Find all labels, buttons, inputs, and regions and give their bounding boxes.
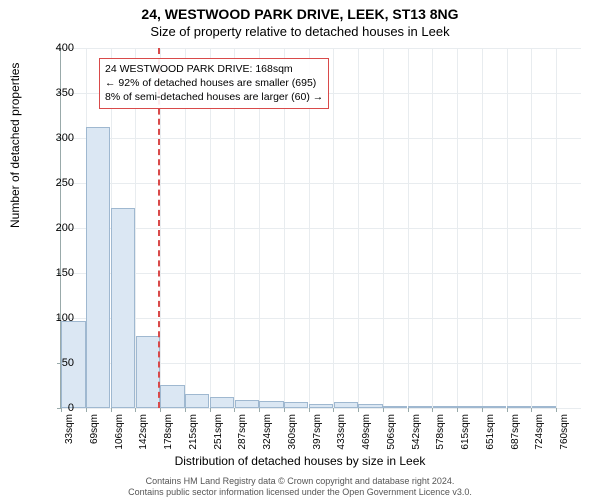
gridline-v	[507, 48, 508, 408]
xtick-label: 215sqm	[188, 414, 199, 454]
histogram-bar	[482, 406, 506, 408]
annotation-line: 8% of semi-detached houses are larger (6…	[105, 90, 323, 104]
histogram-bar	[532, 406, 556, 408]
gridline-v	[333, 48, 334, 408]
xtick-label: 33sqm	[64, 414, 75, 454]
xtick-mark	[309, 408, 310, 412]
gridline-h	[61, 138, 581, 139]
histogram-bar	[309, 404, 333, 408]
xtick-mark	[234, 408, 235, 412]
xtick-label: 287sqm	[237, 414, 248, 454]
histogram-bar	[433, 406, 457, 408]
xtick-label: 724sqm	[534, 414, 545, 454]
xtick-label: 542sqm	[411, 414, 422, 454]
histogram-bar	[383, 406, 407, 408]
histogram-bar	[507, 406, 531, 408]
ytick-label: 200	[34, 222, 74, 234]
xtick-label: 178sqm	[163, 414, 174, 454]
xtick-label: 506sqm	[386, 414, 397, 454]
footer-attribution: Contains HM Land Registry data © Crown c…	[0, 476, 600, 498]
chart-title: 24, WESTWOOD PARK DRIVE, LEEK, ST13 8NG	[0, 0, 600, 22]
footer-line: Contains public sector information licen…	[0, 487, 600, 498]
xtick-mark	[531, 408, 532, 412]
chart-subtitle: Size of property relative to detached ho…	[0, 22, 600, 43]
xtick-label: 651sqm	[485, 414, 496, 454]
xtick-mark	[482, 408, 483, 412]
histogram-bar	[334, 402, 358, 408]
gridline-h	[61, 228, 581, 229]
gridline-v	[432, 48, 433, 408]
plot-area: 24 WESTWOOD PARK DRIVE: 168sqm← 92% of d…	[60, 48, 581, 409]
histogram-bar	[284, 402, 308, 408]
annotation-box: 24 WESTWOOD PARK DRIVE: 168sqm← 92% of d…	[99, 58, 329, 109]
ytick-label: 400	[34, 42, 74, 54]
xtick-label: 142sqm	[138, 414, 149, 454]
ytick-label: 100	[34, 312, 74, 324]
xtick-mark	[284, 408, 285, 412]
annotation-line: ← 92% of detached houses are smaller (69…	[105, 76, 323, 90]
ytick-label: 150	[34, 267, 74, 279]
xtick-mark	[358, 408, 359, 412]
gridline-h	[61, 273, 581, 274]
xtick-label: 324sqm	[262, 414, 273, 454]
gridline-h	[61, 183, 581, 184]
xtick-mark	[86, 408, 87, 412]
xtick-label: 578sqm	[435, 414, 446, 454]
xtick-label: 360sqm	[287, 414, 298, 454]
xtick-mark	[383, 408, 384, 412]
xtick-label: 760sqm	[559, 414, 570, 454]
xtick-mark	[457, 408, 458, 412]
xtick-mark	[210, 408, 211, 412]
xtick-label: 469sqm	[361, 414, 372, 454]
xtick-mark	[135, 408, 136, 412]
gridline-v	[457, 48, 458, 408]
xtick-mark	[333, 408, 334, 412]
gridline-h	[61, 48, 581, 49]
histogram-bar	[210, 397, 234, 408]
xtick-mark	[160, 408, 161, 412]
gridline-v	[383, 48, 384, 408]
x-axis-label: Distribution of detached houses by size …	[0, 454, 600, 468]
xtick-label: 615sqm	[460, 414, 471, 454]
xtick-label: 106sqm	[114, 414, 125, 454]
histogram-bar	[358, 404, 382, 408]
annotation-line: 24 WESTWOOD PARK DRIVE: 168sqm	[105, 62, 323, 76]
y-axis-label: Number of detached properties	[8, 63, 22, 228]
gridline-v	[482, 48, 483, 408]
xtick-mark	[408, 408, 409, 412]
gridline-v	[358, 48, 359, 408]
xtick-label: 433sqm	[336, 414, 347, 454]
xtick-label: 69sqm	[89, 414, 100, 454]
xtick-mark	[556, 408, 557, 412]
histogram-bar	[185, 394, 209, 408]
histogram-bar	[259, 401, 283, 408]
xtick-mark	[432, 408, 433, 412]
gridline-v	[531, 48, 532, 408]
xtick-mark	[111, 408, 112, 412]
histogram-bar	[86, 127, 110, 408]
xtick-mark	[507, 408, 508, 412]
gridline-v	[556, 48, 557, 408]
gridline-h	[61, 318, 581, 319]
xtick-label: 687sqm	[510, 414, 521, 454]
xtick-mark	[259, 408, 260, 412]
xtick-label: 397sqm	[312, 414, 323, 454]
histogram-bar	[457, 406, 481, 408]
gridline-v	[408, 48, 409, 408]
ytick-label: 0	[34, 402, 74, 414]
gridline-h	[61, 408, 581, 409]
ytick-label: 250	[34, 177, 74, 189]
histogram-bar	[111, 208, 135, 408]
footer-line: Contains HM Land Registry data © Crown c…	[0, 476, 600, 487]
histogram-bar	[136, 336, 160, 408]
histogram-bar	[408, 406, 432, 408]
ytick-label: 300	[34, 132, 74, 144]
chart-container: 24, WESTWOOD PARK DRIVE, LEEK, ST13 8NG …	[0, 0, 600, 500]
xtick-mark	[185, 408, 186, 412]
ytick-label: 350	[34, 87, 74, 99]
ytick-label: 50	[34, 357, 74, 369]
histogram-bar	[235, 400, 259, 408]
xtick-label: 251sqm	[213, 414, 224, 454]
histogram-bar	[160, 385, 184, 408]
